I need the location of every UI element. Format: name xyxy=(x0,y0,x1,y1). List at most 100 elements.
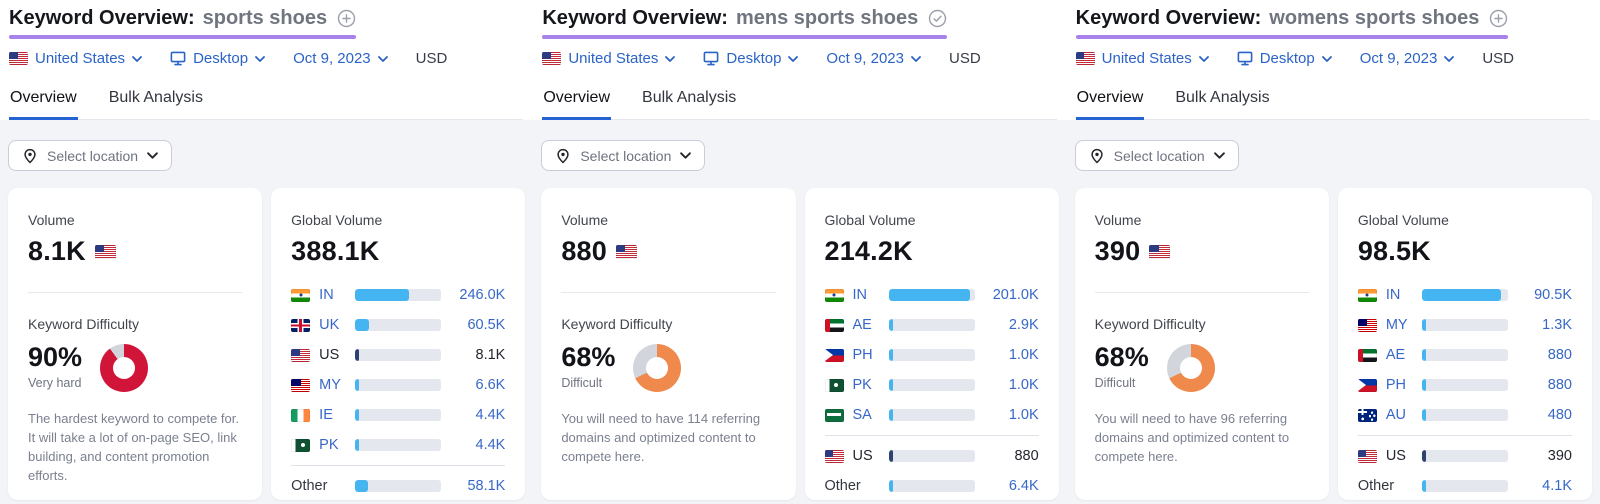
difficulty-row: 68% Difficult xyxy=(561,342,775,392)
difficulty-donut-chart xyxy=(633,344,682,392)
global-volume-label: Global Volume xyxy=(824,212,916,228)
country-cell: IE xyxy=(291,407,355,423)
list-divider xyxy=(291,465,506,466)
device-filter[interactable]: Desktop xyxy=(1237,50,1332,67)
chevron-down-icon xyxy=(1198,55,1209,62)
date-filter[interactable]: Oct 9, 2023 xyxy=(293,50,388,67)
page-title: Keyword Overview: sports shoes xyxy=(9,7,356,30)
country-filter-label: United States xyxy=(1101,50,1192,67)
country-code: IE xyxy=(319,407,333,423)
panel-content: Select location Volume 880 Keyword Diffi… xyxy=(533,120,1066,504)
volume-bar-track xyxy=(888,450,975,462)
ie-flag-icon xyxy=(291,408,311,422)
difficulty-figures: 90% Very hard xyxy=(28,342,82,390)
add-keyword-button[interactable] xyxy=(928,9,947,28)
volume-bar-track xyxy=(1421,450,1508,462)
tab-bulk-analysis[interactable]: Bulk Analysis xyxy=(1174,85,1270,120)
volume-bar-fill xyxy=(355,319,369,331)
select-location-label: Select location xyxy=(580,147,672,164)
location-pin-icon xyxy=(555,148,571,164)
volume-value: 90.5K xyxy=(1534,287,1572,303)
country-code: PK xyxy=(319,437,339,453)
currency-label: USD xyxy=(1482,50,1514,67)
country-code: MY xyxy=(319,377,341,393)
volume-bar-fill xyxy=(888,480,893,492)
country-code: US xyxy=(852,448,873,464)
keyword-text: mens sports shoes xyxy=(735,7,919,29)
ph-flag-icon xyxy=(1357,378,1377,392)
country-cell: IN xyxy=(291,287,355,303)
country-code: US xyxy=(1385,448,1406,464)
country-cell: Other xyxy=(825,478,889,494)
difficulty-donut-chart xyxy=(1166,344,1215,392)
country-volume-row: SA 1.0K xyxy=(824,400,1039,430)
country-code: US xyxy=(319,347,340,363)
volume-bar-fill xyxy=(888,450,893,462)
device-filter[interactable]: Desktop xyxy=(170,50,265,67)
panel-header: Keyword Overview: womens sports shoes xyxy=(1066,0,1600,120)
volume-value-row: 390 xyxy=(1095,236,1309,267)
volume-bar-track xyxy=(888,379,975,391)
volume-bar-track xyxy=(355,289,442,301)
volume-bar-track xyxy=(1421,409,1508,421)
select-location-label: Select location xyxy=(47,147,139,164)
country-cell: PK xyxy=(291,437,355,453)
country-volume-row: AE 2.9K xyxy=(824,310,1039,340)
date-filter[interactable]: Oct 9, 2023 xyxy=(826,50,921,67)
tab-overview[interactable]: Overview xyxy=(542,85,612,120)
card-divider xyxy=(1094,292,1309,293)
country-filter[interactable]: United States xyxy=(9,50,142,67)
country-filter[interactable]: United States xyxy=(1075,50,1209,67)
chevron-down-icon xyxy=(680,152,692,159)
select-location-button[interactable]: Select location xyxy=(541,140,706,171)
country-volume-row: UK 60.5K xyxy=(291,310,505,340)
country-cell: IN xyxy=(1357,287,1422,303)
other-label: Other xyxy=(291,478,328,494)
device-filter[interactable]: Desktop xyxy=(703,50,799,67)
tab-overview[interactable]: Overview xyxy=(1075,85,1145,120)
title-prefix: Keyword Overview: xyxy=(542,7,728,29)
volume-value: 2.9K xyxy=(1008,317,1039,333)
country-volume-row: Other 6.4K xyxy=(825,471,1039,501)
difficulty-description: The hardest keyword to compete for. It w… xyxy=(28,411,239,483)
chevron-down-icon xyxy=(1321,55,1332,62)
add-keyword-button[interactable] xyxy=(1489,9,1508,28)
volume-bar-track xyxy=(1421,480,1508,492)
tab-overview[interactable]: Overview xyxy=(9,85,78,120)
tab-bulk-analysis[interactable]: Bulk Analysis xyxy=(641,85,737,120)
country-volume-row: US 8.1K xyxy=(291,340,505,370)
tab-bulk-analysis[interactable]: Bulk Analysis xyxy=(108,85,204,120)
select-location-button[interactable]: Select location xyxy=(1074,140,1239,171)
country-cell: US xyxy=(1357,448,1422,464)
difficulty-figures: 68% Difficult xyxy=(1095,342,1149,390)
select-location-button[interactable]: Select location xyxy=(8,140,173,171)
country-cell: AE xyxy=(1357,347,1422,363)
keyword-overview-panel: Keyword Overview: sports shoes xyxy=(0,0,534,504)
keyword-overview-panel: Keyword Overview: womens sports shoes xyxy=(1066,0,1600,504)
keyword-text: sports shoes xyxy=(202,7,328,29)
volume-bar-fill xyxy=(355,379,360,391)
keyword-overview-panel: Keyword Overview: mens sports shoes xyxy=(533,0,1067,504)
date-filter[interactable]: Oct 9, 2023 xyxy=(1360,50,1455,67)
volume-bar-fill xyxy=(355,480,369,492)
volume-bar-fill xyxy=(1421,480,1426,492)
location-pin-icon xyxy=(22,148,38,164)
volume-value: 880 xyxy=(561,236,607,266)
country-volume-row: MY 6.6K xyxy=(291,370,505,400)
difficulty-level: Difficult xyxy=(561,376,603,390)
in-flag-icon xyxy=(824,288,844,302)
volume-bar-track xyxy=(355,409,442,421)
filters-bar: United States Desktop Oct 9, 2023 USD xyxy=(1075,50,1590,67)
add-keyword-button[interactable] xyxy=(337,9,356,28)
country-cell: MY xyxy=(291,377,355,393)
volume-bar-track xyxy=(1421,349,1508,361)
country-code: SA xyxy=(852,407,872,423)
difficulty-description: You will need to have 114 referring doma… xyxy=(561,411,761,464)
title-prefix: Keyword Overview: xyxy=(1075,7,1262,29)
title-block: Keyword Overview: womens sports shoes xyxy=(1075,7,1509,39)
currency-label: USD xyxy=(415,50,448,67)
country-filter[interactable]: United States xyxy=(542,50,676,67)
volume-bar-fill xyxy=(888,409,893,421)
global-volume-total: 98.5K xyxy=(1357,236,1431,266)
keyword-difficulty-label: Keyword Difficulty xyxy=(561,316,673,332)
